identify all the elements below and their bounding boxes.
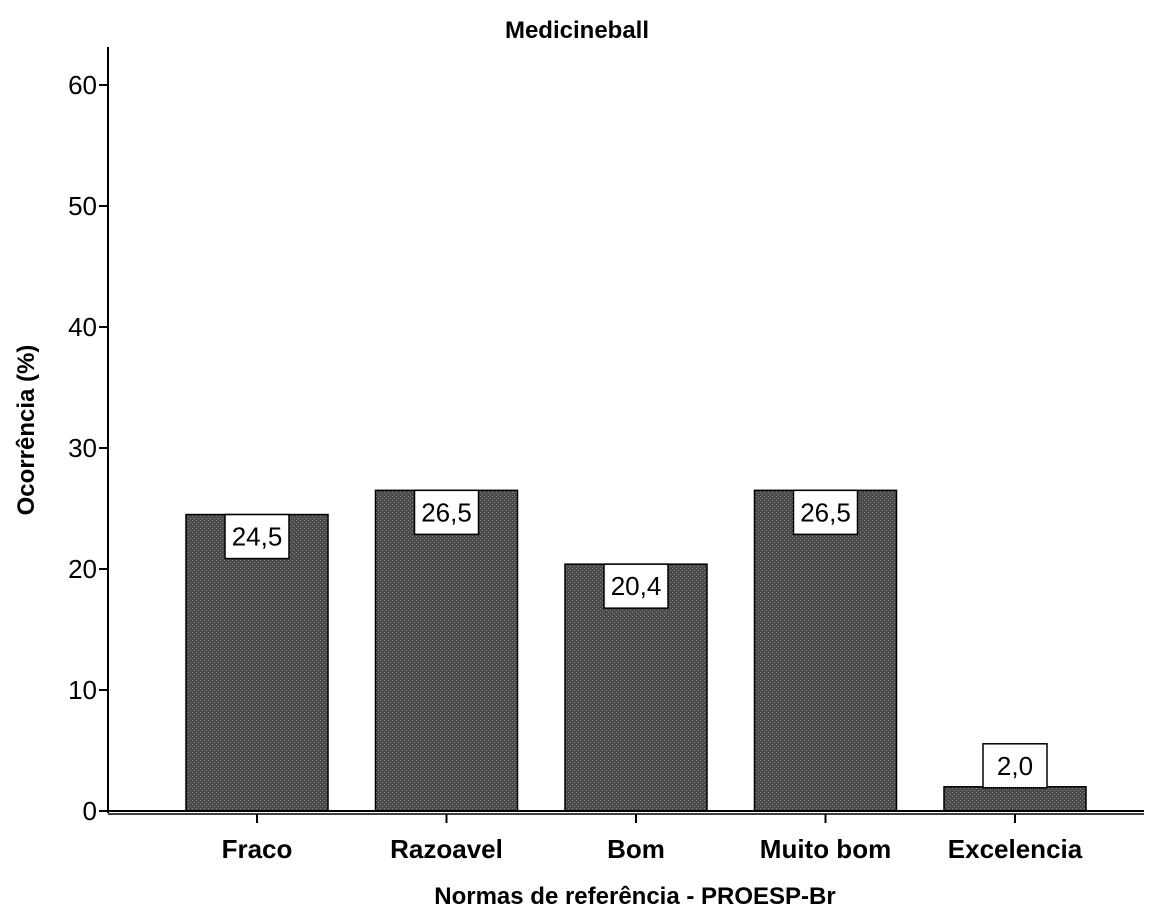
data-label: 26,5 (421, 497, 472, 527)
bars-group: 24,5 26,5 20,4 26,5 2,0 (185, 489, 1087, 812)
data-label-box (982, 743, 1048, 789)
x-axis-label: Normas de referência - PROESP-Br (434, 883, 835, 910)
x-axis: Fraco Razoavel Bom Muito bom Excelencia (108, 810, 1144, 864)
y-axis-label: Ocorrência (%) (13, 345, 40, 516)
data-label: 2,0 (997, 751, 1033, 781)
y-tick-label: 30 (68, 433, 97, 463)
bar-excelencia (943, 786, 1087, 812)
y-tick-label: 40 (68, 312, 97, 342)
y-axis: 0 10 20 30 40 50 60 (68, 47, 109, 826)
chart-title: Medicineball (505, 17, 649, 44)
y-tick-label: 20 (68, 554, 97, 584)
x-tick-label: Bom (607, 834, 665, 864)
data-label: 24,5 (232, 522, 283, 552)
y-tick-label: 10 (68, 675, 97, 705)
data-label-box (413, 489, 480, 536)
x-tick-label: Excelencia (948, 834, 1083, 864)
data-label: 26,5 (800, 497, 851, 527)
data-label-box (224, 513, 290, 560)
data-label: 20,4 (611, 571, 662, 601)
bar-fraco (185, 513, 329, 812)
bar-razoavel (374, 489, 519, 812)
y-tick-label: 0 (83, 796, 97, 826)
y-tick-label: 60 (68, 70, 97, 100)
x-tick-label: Razoavel (390, 834, 503, 864)
data-label-box (792, 489, 859, 536)
x-tick-label: Fraco (222, 834, 293, 864)
x-tick-label: Muito bom (760, 834, 891, 864)
bar-muito-bom (753, 489, 898, 812)
data-label-box (603, 563, 669, 609)
y-tick-label: 50 (68, 191, 97, 221)
